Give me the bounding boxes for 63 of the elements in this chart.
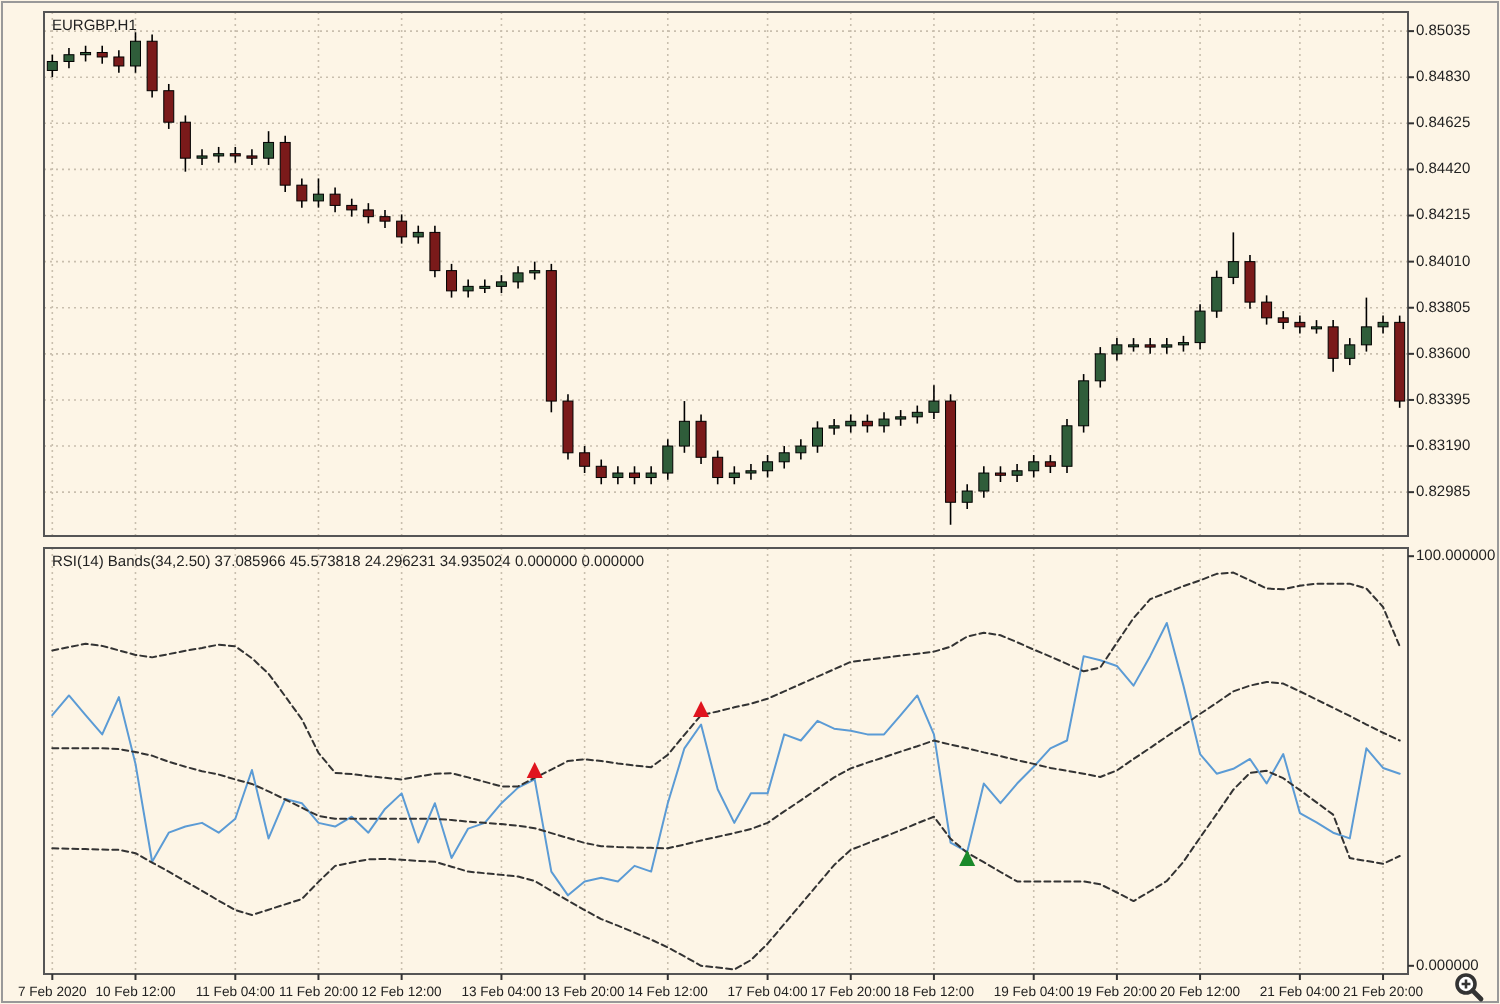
candlestick xyxy=(1261,294,1273,326)
candlestick xyxy=(296,177,308,209)
candlestick xyxy=(778,445,790,470)
candlestick xyxy=(1360,296,1372,353)
candlestick xyxy=(911,404,923,425)
candlestick xyxy=(329,186,341,213)
candlestick xyxy=(362,202,374,225)
candlestick xyxy=(446,263,458,299)
line-series xyxy=(51,571,1401,788)
candlestick xyxy=(878,411,890,434)
candlestick xyxy=(1111,337,1123,362)
candlestick xyxy=(396,213,408,245)
candlestick xyxy=(795,438,807,461)
candlestick xyxy=(1211,269,1223,319)
candlestick xyxy=(812,420,823,454)
candlestick xyxy=(695,413,707,465)
candlestick xyxy=(712,449,724,486)
candlestick xyxy=(828,418,840,436)
candlestick xyxy=(263,130,275,166)
candlestick xyxy=(1244,254,1256,310)
candlestick xyxy=(1344,337,1356,366)
candlestick xyxy=(1227,231,1239,285)
candlestick xyxy=(1061,418,1073,474)
candlestick xyxy=(1377,314,1389,335)
candlestick xyxy=(662,438,674,481)
candlestick xyxy=(312,177,324,209)
candlestick xyxy=(845,413,857,434)
candlestick xyxy=(579,445,591,474)
candlestick xyxy=(46,53,58,79)
candlestick xyxy=(762,454,774,479)
candlestick xyxy=(279,134,291,193)
candlestick xyxy=(1294,314,1306,335)
candlestick xyxy=(961,483,973,510)
candlestick xyxy=(1194,303,1206,351)
candlestick xyxy=(179,114,191,173)
candlestick xyxy=(163,83,175,130)
candlestick xyxy=(1078,373,1090,434)
candlestick xyxy=(1144,337,1156,355)
candlestick xyxy=(479,278,491,294)
candlestick xyxy=(130,31,141,74)
candlestick xyxy=(1327,319,1339,373)
candlestick xyxy=(229,146,241,164)
candlestick xyxy=(1161,337,1173,355)
candlestick xyxy=(246,148,258,166)
candlestick xyxy=(595,458,607,486)
line-series xyxy=(51,680,1401,850)
candlestick xyxy=(429,224,441,279)
line-series xyxy=(51,621,1401,897)
point xyxy=(693,700,710,717)
point xyxy=(959,850,976,867)
candlestick xyxy=(196,148,208,166)
candlestick xyxy=(529,260,541,281)
point xyxy=(526,762,543,779)
candlestick xyxy=(512,265,524,290)
candlestick xyxy=(1094,346,1106,389)
candlestick xyxy=(978,465,990,499)
candlestick xyxy=(1028,454,1040,479)
candlestick xyxy=(745,463,757,481)
candlestick xyxy=(928,384,940,420)
candlestick xyxy=(63,47,75,70)
line-series xyxy=(51,769,1401,971)
candlestick xyxy=(113,49,125,74)
candlestick xyxy=(678,400,690,454)
